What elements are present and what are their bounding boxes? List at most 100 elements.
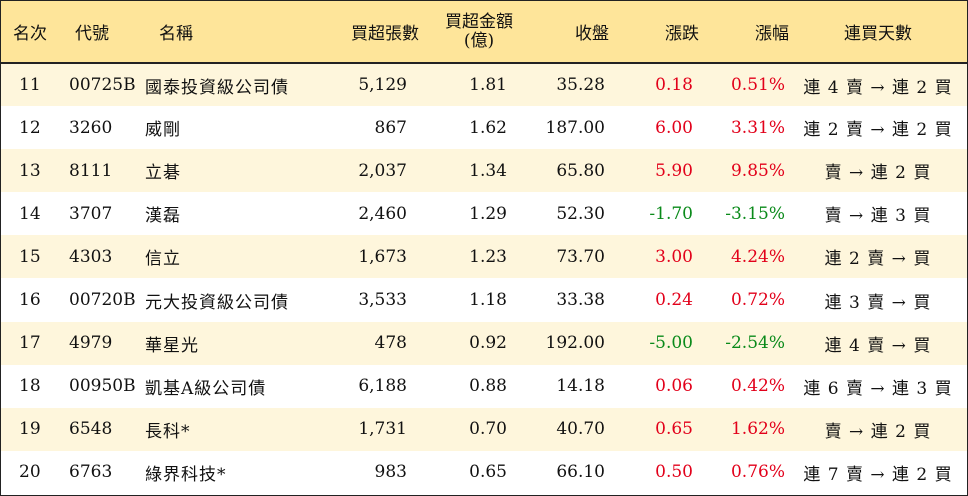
table-row: 13 8111 立碁 2,037 1.34 65.80 5.90 9.85% 賣 → 連 2 買: [1, 149, 967, 193]
name-cell: 立碁: [145, 163, 181, 184]
consecutive-days-cell: 賣 → 連 3 買: [824, 206, 932, 227]
change-cell: -1.70: [649, 203, 693, 224]
change-cell: 0.18: [655, 75, 693, 96]
net-buy-amount-cell: 0.70: [469, 419, 507, 440]
table-row: 14 3707 漢磊 2,460 1.29 52.30 -1.70 -3.15% 賣 → 連 3…: [1, 192, 967, 236]
rank-cell: 12: [19, 117, 41, 138]
net-buy-lots-cell: 3,533: [358, 290, 407, 311]
header-rank: 名次: [1, 1, 63, 64]
consecutive-days-cell: 連 4 賣 → 連 2 買: [803, 77, 953, 98]
consecutive-days-cell: 連 4 賣 → 買: [824, 335, 932, 356]
net-buy-lots-cell: 1,673: [358, 246, 407, 267]
close-cell: 73.70: [556, 246, 605, 267]
rank-cell: 19: [19, 419, 41, 440]
table-header: 名次 代號 名稱 買超張數 買超金額 (億) 收盤 漲跌 漲幅 連買天數: [1, 1, 967, 64]
consecutive-days-cell: 賣 → 連 2 買: [824, 163, 932, 184]
close-cell: 192.00: [545, 333, 605, 354]
name-cell: 漢磊: [145, 206, 181, 227]
net-buy-lots-cell: 867: [374, 117, 407, 138]
change-pct-cell: 0.42%: [730, 376, 785, 397]
close-cell: 33.38: [556, 290, 605, 311]
code-cell: 6548: [69, 419, 113, 440]
table-row: 11 00725B 國泰投資級公司債 5,129 1.81 35.28 0.18 0.51% 連…: [1, 63, 967, 107]
table-row: 19 6548 長科* 1,731 0.70 40.70 0.65 1.62% 賣 → 連 2 …: [1, 407, 967, 451]
code-cell: 00720B: [69, 290, 136, 311]
change-cell: 3.00: [655, 246, 693, 267]
name-cell: 凱基A級公司債: [145, 378, 267, 399]
rank-cell: 20: [19, 462, 41, 483]
code-cell: 3707: [69, 203, 113, 224]
close-cell: 66.10: [556, 462, 605, 483]
consecutive-days-cell: 連 3 賣 → 買: [824, 292, 932, 313]
consecutive-days-cell: 連 2 賣 → 買: [824, 249, 932, 270]
code-cell: 6763: [69, 462, 113, 483]
code-cell: 3260: [69, 117, 113, 138]
net-buy-lots-cell: 6,188: [358, 376, 407, 397]
close-cell: 40.70: [556, 419, 605, 440]
close-cell: 14.18: [556, 376, 605, 397]
header-change: 漲跌: [609, 1, 699, 64]
net-buy-amount-cell: 1.34: [469, 160, 507, 181]
header-code: 代號: [63, 1, 145, 64]
code-cell: 4979: [69, 333, 113, 354]
name-cell: 長科*: [145, 421, 191, 442]
net-buy-lots-cell: 1,731: [358, 419, 407, 440]
change-pct-cell: -3.15%: [725, 203, 785, 224]
net-buy-amount-cell: 1.18: [469, 290, 507, 311]
code-cell: 4303: [69, 246, 113, 267]
name-cell: 綠界科技*: [145, 464, 227, 485]
rank-cell: 16: [19, 290, 41, 311]
header-net-buy-amount-line2: (億): [463, 30, 495, 51]
net-buy-amount-cell: 1.29: [469, 203, 507, 224]
change-pct-cell: -2.54%: [725, 333, 785, 354]
change-cell: 0.50: [655, 462, 693, 483]
rank-cell: 13: [19, 160, 41, 181]
close-cell: 35.28: [556, 75, 605, 96]
change-cell: 0.24: [655, 290, 693, 311]
net-buy-amount-cell: 0.65: [469, 462, 507, 483]
header-net-buy-lots: 買超張數: [323, 1, 419, 64]
table-row: 18 00950B 凱基A級公司債 6,188 0.88 14.18 0.06 0.42% 連 …: [1, 364, 967, 408]
name-cell: 威剛: [145, 120, 181, 141]
header-row: 名次 代號 名稱 買超張數 買超金額 (億) 收盤 漲跌 漲幅 連買天數: [1, 1, 967, 64]
name-cell: 信立: [145, 249, 181, 270]
change-pct-cell: 0.72%: [730, 290, 785, 311]
header-consecutive-days: 連買天數: [789, 1, 967, 64]
change-pct-cell: 9.85%: [730, 160, 785, 181]
code-cell: 00950B: [69, 376, 136, 397]
change-pct-cell: 3.31%: [730, 117, 785, 138]
change-cell: 0.06: [655, 376, 693, 397]
table-row: 16 00720B 元大投資級公司債 3,533 1.18 33.38 0.24 0.72% 連…: [1, 278, 967, 322]
header-net-buy-amount: 買超金額 (億): [419, 1, 519, 64]
close-cell: 65.80: [556, 160, 605, 181]
header-close: 收盤: [519, 1, 609, 64]
change-pct-cell: 0.76%: [730, 462, 785, 483]
consecutive-days-cell: 連 6 賣 → 連 3 買: [803, 378, 953, 399]
header-net-buy-amount-line1: 買超金額: [445, 11, 513, 32]
table-body: 11 00725B 國泰投資級公司債 5,129 1.81 35.28 0.18 0.51% 連…: [1, 63, 967, 494]
name-cell: 國泰投資級公司債: [145, 77, 289, 98]
rank-cell: 15: [19, 246, 41, 267]
net-buy-lots-cell: 5,129: [358, 75, 407, 96]
header-name: 名稱: [145, 1, 323, 64]
rank-cell: 18: [19, 376, 41, 397]
change-pct-cell: 0.51%: [730, 75, 785, 96]
table-row: 20 6763 綠界科技* 983 0.65 66.10 0.50 0.76% 連 7 賣 → …: [1, 450, 967, 494]
rank-cell: 11: [19, 75, 41, 96]
change-cell: -5.00: [649, 333, 693, 354]
change-pct-cell: 1.62%: [730, 419, 785, 440]
rank-cell: 17: [19, 333, 41, 354]
change-cell: 5.90: [655, 160, 693, 181]
net-buy-lots-cell: 2,037: [358, 160, 407, 181]
name-cell: 華星光: [145, 335, 199, 356]
code-cell: 00725B: [69, 75, 136, 96]
rank-cell: 14: [19, 203, 41, 224]
net-buy-amount-cell: 1.23: [469, 246, 507, 267]
close-cell: 187.00: [545, 117, 605, 138]
table-row: 12 3260 威剛 867 1.62 187.00 6.00 3.31% 連 2 賣 → 連 …: [1, 106, 967, 150]
net-buy-lots-cell: 983: [374, 462, 407, 483]
change-pct-cell: 4.24%: [730, 246, 785, 267]
net-buy-amount-cell: 1.81: [469, 75, 507, 96]
